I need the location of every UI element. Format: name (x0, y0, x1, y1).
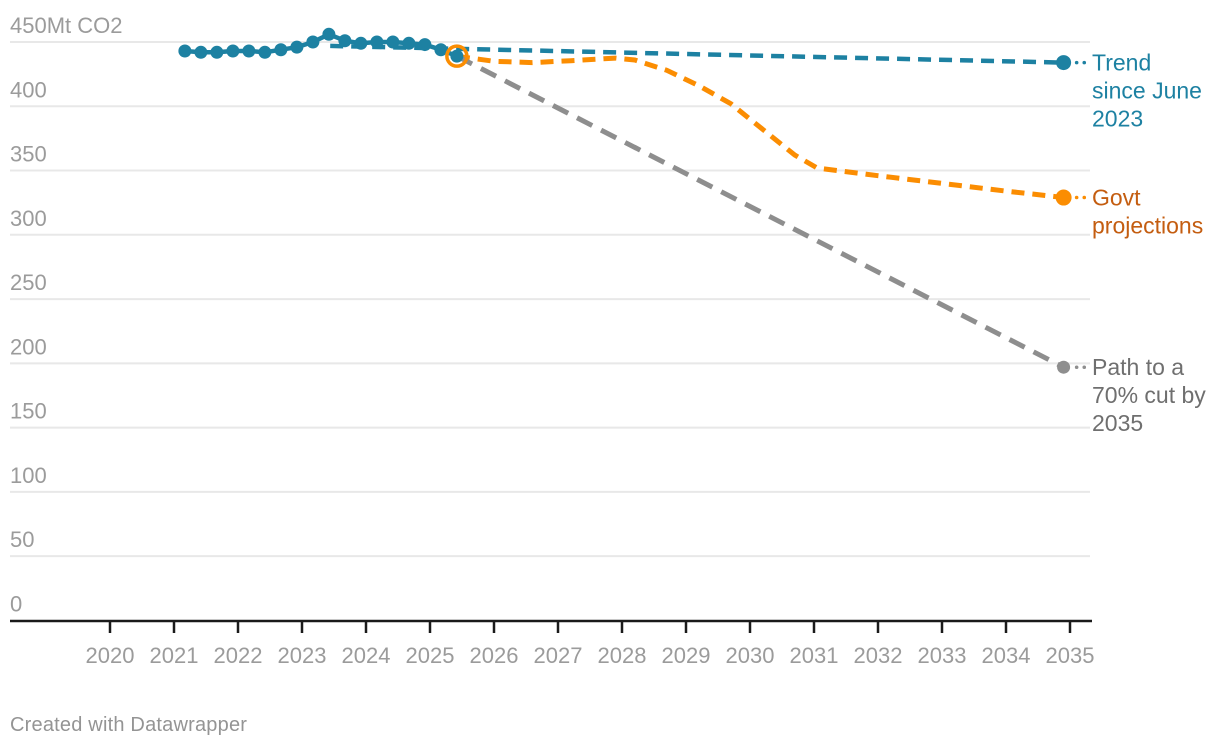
data-point-historical-emissions (178, 44, 192, 58)
annotation-label-path-to-70pct-cut-by-2035: 70% cut by (1092, 382, 1206, 408)
x-tick-label: 2029 (662, 643, 711, 668)
data-point-historical-emissions (450, 49, 464, 63)
end-dot-trend-since-june-2023 (1056, 55, 1072, 71)
y-tick-label: 150 (10, 399, 47, 424)
x-tick-label: 2032 (854, 643, 903, 668)
x-tick-label: 2033 (918, 643, 967, 668)
x-tick-label: 2020 (86, 643, 135, 668)
series-line-govt-projections (456, 53, 1064, 200)
y-tick-label: 400 (10, 77, 47, 102)
x-tick-label: 2034 (982, 643, 1031, 668)
data-point-historical-emissions (210, 45, 224, 59)
x-tick-label: 2031 (790, 643, 839, 668)
data-point-historical-emissions (418, 38, 432, 52)
x-tick-label: 2030 (726, 643, 775, 668)
x-tick-label: 2023 (278, 643, 327, 668)
y-tick-label: 50 (10, 527, 34, 552)
x-tick-label: 2027 (534, 643, 583, 668)
x-tick-label: 2035 (1046, 643, 1095, 668)
data-point-historical-emissions (194, 45, 208, 59)
x-tick-label: 2026 (470, 643, 519, 668)
series-line-path-to-70pct-cut-by-2035 (455, 53, 1065, 370)
y-tick-label: 250 (10, 270, 47, 295)
y-tick-label: 100 (10, 463, 47, 488)
annotation-label-govt-projections: Govt (1092, 185, 1141, 211)
annotation-label-path-to-70pct-cut-by-2035: Path to a (1092, 354, 1184, 380)
data-point-historical-emissions (354, 36, 368, 50)
x-tick-label: 2028 (598, 643, 647, 668)
series-line-historical-emissions (184, 32, 458, 59)
x-tick-label: 2021 (150, 643, 199, 668)
data-point-historical-emissions (226, 44, 240, 58)
annotation-label-trend-since-june-2023: Trend (1092, 50, 1151, 76)
end-dot-govt-projections (1055, 189, 1072, 206)
y-tick-label: 350 (10, 142, 47, 167)
start-ring-govt-projections (445, 44, 469, 68)
data-point-historical-emissions (242, 44, 256, 58)
data-point-historical-emissions (306, 35, 320, 49)
x-tick-label: 2022 (214, 643, 263, 668)
y-tick-label: 300 (10, 206, 47, 231)
y-tick-label: 0 (10, 591, 22, 616)
y-tick-label: 450Mt CO2 (10, 13, 123, 38)
end-dot-path-to-70pct-cut-by-2035 (1057, 360, 1071, 374)
x-tick-label: 2025 (406, 643, 455, 668)
data-point-historical-emissions (386, 35, 400, 49)
annotation-label-trend-since-june-2023: since June (1092, 78, 1202, 104)
data-point-historical-emissions (338, 34, 352, 48)
data-point-historical-emissions (402, 36, 416, 50)
data-point-historical-emissions (258, 45, 272, 59)
annotation-label-trend-since-june-2023: 2023 (1092, 106, 1143, 132)
data-point-historical-emissions (322, 27, 336, 41)
y-tick-label: 200 (10, 334, 47, 359)
data-point-historical-emissions (274, 43, 288, 57)
series-line-trend-since-june-2023 (330, 43, 1064, 65)
annotation-label-govt-projections: projections (1092, 213, 1203, 239)
x-tick-label: 2024 (342, 643, 391, 668)
data-point-historical-emissions (290, 40, 304, 54)
data-point-historical-emissions (370, 35, 384, 49)
annotation-label-path-to-70pct-cut-by-2035: 2035 (1092, 410, 1143, 436)
datawrapper-credit-link[interactable]: Created with Datawrapper (10, 714, 248, 736)
data-point-historical-emissions (434, 43, 448, 57)
